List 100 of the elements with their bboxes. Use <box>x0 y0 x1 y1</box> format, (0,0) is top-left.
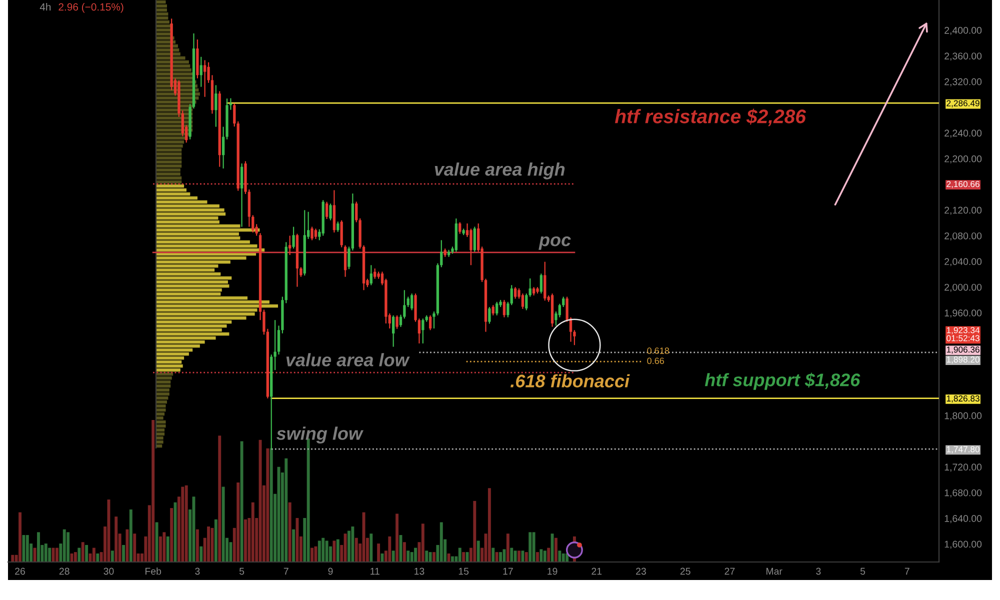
bar <box>402 542 406 562</box>
bar <box>344 534 347 562</box>
bar <box>133 534 136 562</box>
bar <box>156 408 166 412</box>
bar <box>462 552 466 562</box>
bar <box>96 553 100 562</box>
candlestick <box>233 102 236 128</box>
bar <box>210 528 214 562</box>
bar <box>266 448 270 562</box>
y-tick-label: 1,720.00 <box>944 464 982 472</box>
candlestick <box>240 162 244 228</box>
candlestick <box>528 278 532 298</box>
annotation: htf support $1,826 <box>704 372 860 390</box>
bar <box>351 526 354 562</box>
x-tick-label: 28 <box>59 568 70 575</box>
bar <box>495 552 498 562</box>
y-tick-label: 2,240.00 <box>944 130 982 138</box>
bar <box>440 522 443 562</box>
series-label: 1,898.20 <box>946 356 980 364</box>
annotation: swing low <box>276 426 364 444</box>
bar <box>156 156 182 160</box>
bar <box>425 550 428 562</box>
bar <box>156 160 182 164</box>
candlestick <box>492 304 494 316</box>
candlestick <box>525 292 528 311</box>
y-tick-label: 2,040.00 <box>944 258 982 266</box>
candlestick <box>200 56 202 88</box>
annotation: value area high <box>434 162 565 180</box>
bar <box>377 544 380 562</box>
bar <box>37 532 40 562</box>
bar <box>536 552 539 562</box>
bar <box>156 208 224 212</box>
bar <box>156 184 184 188</box>
candlestick <box>344 244 347 278</box>
bar <box>325 540 328 562</box>
bar <box>66 532 70 562</box>
annotation: value area low <box>286 353 410 366</box>
bar <box>270 448 273 562</box>
bar <box>521 550 524 562</box>
candlestick <box>521 292 524 310</box>
candlestick <box>562 296 565 308</box>
bar <box>284 458 288 562</box>
candlestick <box>422 318 424 344</box>
candlestick <box>473 226 476 252</box>
y-tick-label: 2,400.00 <box>944 26 982 35</box>
bar <box>476 540 480 562</box>
y2-tick-label: 2,286.49 <box>946 100 980 108</box>
bar <box>158 536 162 562</box>
bar <box>322 538 325 562</box>
bar <box>547 548 550 562</box>
bar <box>396 514 399 562</box>
y-tick-label: 2,080.00 <box>944 232 982 240</box>
bar <box>26 535 29 562</box>
bar <box>532 532 536 562</box>
candlestick <box>252 214 254 234</box>
bar <box>392 550 395 562</box>
bar <box>156 280 228 284</box>
candlestick <box>392 314 395 348</box>
x-tick-label: 25 <box>680 568 690 575</box>
bar <box>155 522 158 562</box>
x-tick-label: 7 <box>904 568 910 575</box>
bar <box>348 530 350 562</box>
x-tick-label: 11 <box>370 568 380 575</box>
bar <box>156 188 186 192</box>
candlestick <box>336 221 340 232</box>
bar <box>558 550 562 562</box>
bar <box>156 368 180 372</box>
bar <box>156 424 166 428</box>
bar <box>55 548 58 562</box>
bar <box>156 380 171 384</box>
bar <box>81 542 84 562</box>
bar <box>506 534 510 562</box>
y-tick-label: 2,120.00 <box>944 206 982 215</box>
bar <box>156 284 230 288</box>
bar <box>156 172 180 176</box>
bar <box>240 441 244 562</box>
bar <box>492 548 495 562</box>
candlestick <box>214 84 218 128</box>
bar <box>156 352 189 356</box>
bar <box>528 532 532 562</box>
bar <box>184 485 188 562</box>
bar <box>543 550 546 562</box>
bar <box>554 538 558 562</box>
x-tick-label: 30 <box>104 568 114 575</box>
bar <box>18 512 22 562</box>
bar <box>447 553 450 562</box>
bar <box>129 509 132 562</box>
bar <box>370 534 373 562</box>
x-tick-label: 5 <box>239 568 244 575</box>
bar <box>162 532 166 562</box>
candlestick <box>558 303 561 318</box>
candlestick <box>514 286 517 300</box>
candlestick <box>329 203 332 221</box>
bar <box>244 519 247 562</box>
y2-tick-label: 1,906.36 <box>946 346 980 354</box>
bar <box>314 546 318 562</box>
candlestick <box>314 228 318 240</box>
bar <box>488 488 491 562</box>
candlestick <box>396 314 398 330</box>
bar <box>502 549 506 562</box>
